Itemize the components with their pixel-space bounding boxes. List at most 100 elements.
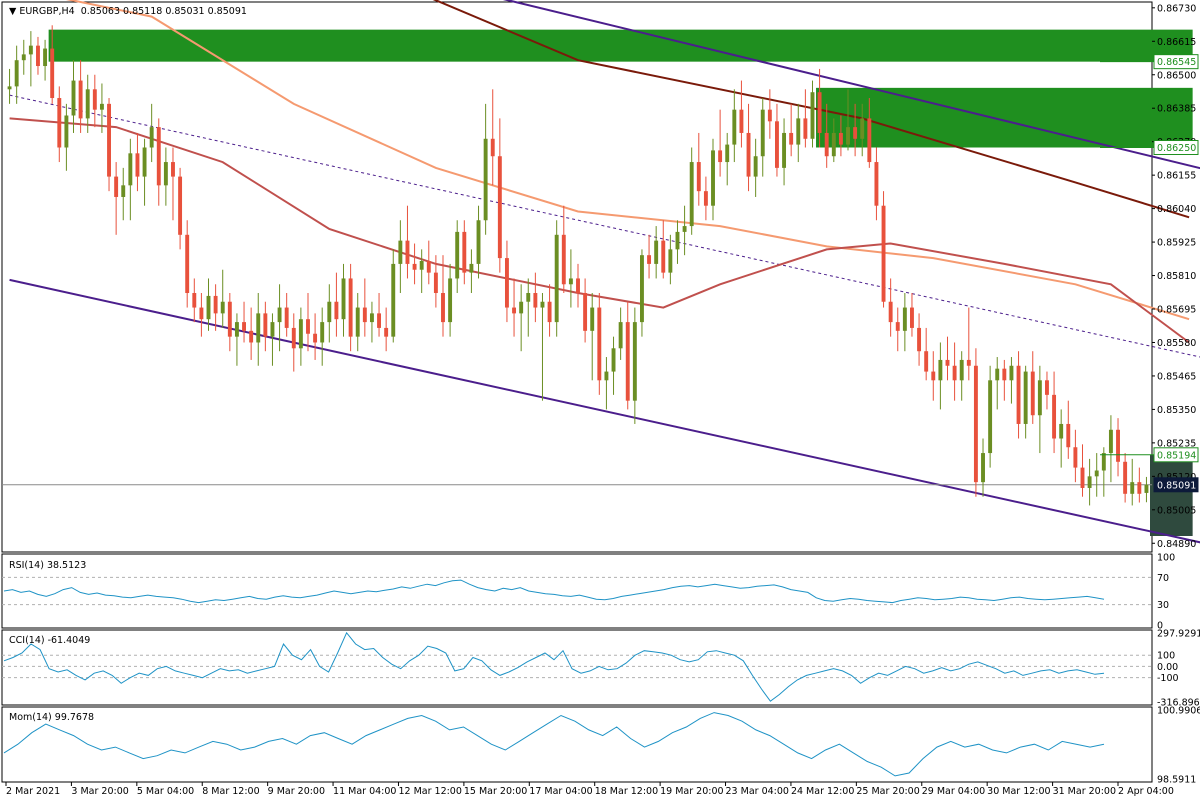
candle-body xyxy=(739,109,744,133)
time-tick-label: 15 Mar 20:00 xyxy=(464,786,527,797)
candle-body xyxy=(846,127,850,145)
time-tick-label: 9 Mar 20:00 xyxy=(268,786,325,797)
candle-body xyxy=(576,278,580,294)
candle-body xyxy=(249,330,254,343)
candle-body xyxy=(860,118,865,139)
rsi-tick-label: 0 xyxy=(1157,621,1163,632)
candle-body xyxy=(867,118,872,163)
candle-body xyxy=(782,132,787,168)
candle-body xyxy=(1123,461,1128,494)
time-tick-label: 2 Mar 2021 xyxy=(6,786,60,797)
price-tick-label: 0.85925 xyxy=(1157,238,1196,249)
rsi-tick-label: 30 xyxy=(1157,600,1169,611)
candle-body xyxy=(1030,371,1035,416)
candle-body xyxy=(547,301,552,323)
candle-body xyxy=(21,54,26,61)
header-ohlc: 0.85063 0.85118 0.85031 0.85091 xyxy=(81,6,247,17)
candle-body xyxy=(362,307,367,323)
candle-body xyxy=(945,359,950,366)
candle-body xyxy=(775,121,779,168)
time-tick-label: 31 Mar 20:00 xyxy=(1053,786,1116,797)
candle-body xyxy=(256,313,261,343)
mom-tick-label: 98.5911 xyxy=(1157,775,1196,786)
time-tick-label: 19 Mar 20:00 xyxy=(660,786,723,797)
candle-body xyxy=(554,234,559,323)
candle-body xyxy=(981,453,985,483)
candle-body xyxy=(348,278,353,337)
candle-body xyxy=(917,327,922,352)
candle-body xyxy=(149,127,154,148)
time-tick-label: 25 Mar 20:00 xyxy=(856,786,919,797)
time-tick-label: 29 Mar 04:00 xyxy=(922,786,985,797)
candle-body xyxy=(526,293,531,302)
candle-body xyxy=(142,147,147,177)
candle-body xyxy=(341,278,346,320)
candle-body xyxy=(64,115,69,148)
candle-body xyxy=(462,231,467,273)
candle-body xyxy=(426,260,431,273)
candle-body xyxy=(121,185,126,197)
mom-tick-label: 100.9906 xyxy=(1157,706,1200,717)
candle-body xyxy=(853,127,858,139)
candle-body xyxy=(14,60,19,87)
header-dropdown-icon[interactable]: ▼ xyxy=(9,6,19,17)
time-tick-label: 17 Mar 04:00 xyxy=(529,786,592,797)
candle-body xyxy=(973,365,978,483)
price-badge-text: 0.85194 xyxy=(1157,450,1196,461)
candle-body xyxy=(497,156,502,259)
candle-body xyxy=(306,319,310,334)
mom-panel xyxy=(1,706,1153,783)
chart-header: ▼ EURGBP,H4 0.85063 0.85118 0.85031 0.850… xyxy=(9,6,247,17)
candle-body xyxy=(1045,380,1049,395)
candle-body xyxy=(277,307,282,323)
candle-body xyxy=(988,380,993,454)
price-tick-label: 0.86155 xyxy=(1157,171,1196,182)
candle-body xyxy=(107,103,111,177)
candle-body xyxy=(156,127,161,186)
candle-body xyxy=(43,48,48,67)
candle-body xyxy=(448,278,453,323)
candle-body xyxy=(924,351,929,372)
zone-rect xyxy=(1150,454,1193,536)
candle-body xyxy=(171,162,175,177)
candle-body xyxy=(938,359,943,381)
price-tick-label: 0.84890 xyxy=(1157,539,1196,550)
cci-tick-label: 100 xyxy=(1157,651,1175,662)
candle-body xyxy=(568,278,573,285)
candle-body xyxy=(675,231,680,250)
candle-body xyxy=(959,359,964,381)
candle-body xyxy=(604,371,609,381)
candle-body xyxy=(377,313,381,328)
candle-body xyxy=(696,162,701,192)
price-tick-label: 0.85350 xyxy=(1157,405,1196,416)
candle-body xyxy=(185,234,190,294)
candle-body xyxy=(398,240,403,264)
candle-body xyxy=(1037,380,1042,416)
candle-body xyxy=(1023,371,1028,424)
zone-rect xyxy=(816,87,1193,148)
ma-mid-line xyxy=(65,0,1190,321)
candle-body xyxy=(647,255,652,264)
price-tick-label: 0.86040 xyxy=(1157,204,1196,215)
candle-body xyxy=(1101,453,1106,471)
candle-body xyxy=(1144,484,1149,493)
zone-rect xyxy=(48,29,1193,62)
candle-body xyxy=(234,322,239,337)
mom-line xyxy=(3,712,1105,777)
candle-body xyxy=(1130,482,1135,494)
candle-body xyxy=(1108,429,1113,454)
candle-body xyxy=(668,249,673,273)
candle-body xyxy=(639,255,644,323)
candle-body xyxy=(711,150,715,206)
candle-body xyxy=(483,138,488,221)
candle-body xyxy=(1059,423,1064,439)
candle-body xyxy=(327,301,332,323)
candle-body xyxy=(291,327,296,349)
candle-body xyxy=(92,89,97,110)
candle-body xyxy=(476,220,481,264)
candle-body xyxy=(36,45,40,67)
candle-body xyxy=(590,307,595,331)
candle-body xyxy=(1094,470,1099,477)
candle-body xyxy=(57,98,62,148)
